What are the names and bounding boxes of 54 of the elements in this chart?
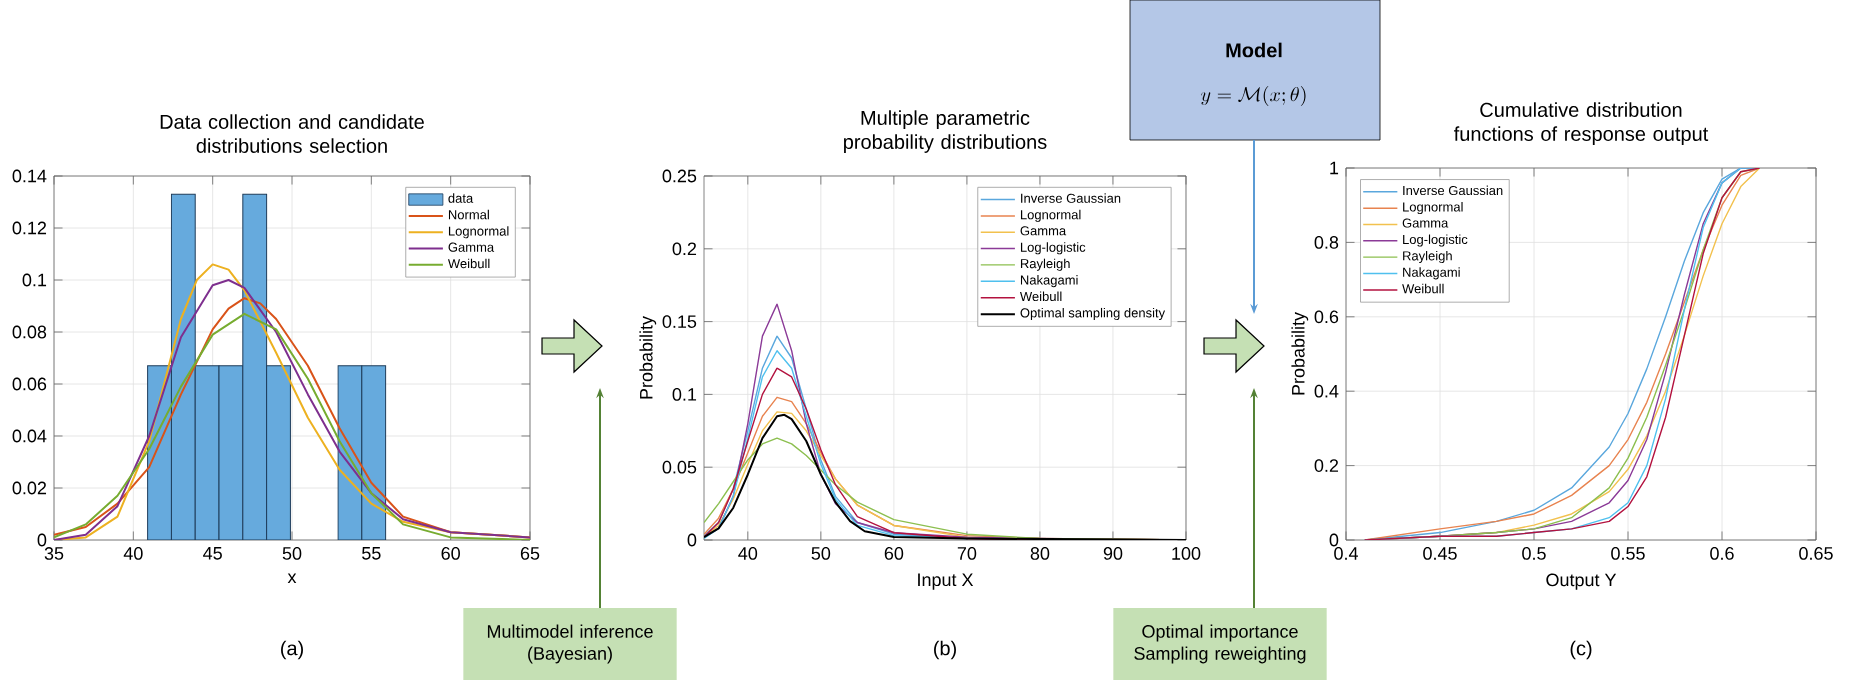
x-tick-label: 0.55 [1611,547,1645,560]
text: Model [1226,42,1282,58]
x-tick-label: 0.6 [1710,547,1734,560]
x-tick-label: 45 [203,547,222,560]
x-tick-label: 0.5 [1522,547,1546,560]
chart-title: Cumulative distribution functions of response output [1453,102,1709,145]
x-tick-label: 35 [44,547,64,560]
y-tick-label: 0.25 [662,169,697,183]
y-tick-label: 0.8 [1314,236,1339,249]
y-tick-label: 0.02 [12,481,47,495]
y-axis-title: Probability [639,316,657,399]
y-tick-label: 0.08 [12,325,47,339]
y-tick-label: 0.1 [22,273,47,287]
x-tick-label: 65 [520,547,540,560]
x-tick-label: 50 [282,547,302,560]
y-tick-label: 0.12 [12,221,47,235]
x-axis-title: x [287,573,297,584]
y-tick-label: 0 [37,533,47,547]
text: (b) [934,640,956,660]
x-tick-label: 0.65 [1799,547,1833,560]
y-axis-title: Probability [1291,312,1309,395]
x-tick-label: 50 [811,547,831,560]
x-tick-label: 55 [362,547,381,560]
y-tick-label: 0.05 [662,460,697,474]
text: (c) [1570,640,1592,660]
y-tick-label: 0.6 [1314,310,1339,324]
y-tick-label: 0.15 [662,315,697,328]
y-tick-label: 0 [687,533,697,547]
x-tick-label: 60 [884,547,904,560]
y-tick-label: 0 [1329,533,1339,547]
x-tick-label: 40 [738,547,758,560]
x-tick-label: 80 [1030,547,1050,560]
y-tick-label: 0.06 [12,377,47,391]
y-tick-label: 0.4 [1314,384,1339,398]
x-tick-label: 70 [957,547,977,560]
text: Multimodel inference (Bayesian) [487,624,653,664]
y-tick-label: 0.2 [1314,459,1339,472]
chart-title: Data collection and candidate distributions selection [160,114,424,153]
text: $y = \mathcal{M}(x;\theta)$ [1201,85,1306,107]
chart-title: Multiple parametric probability distributions [844,110,1047,153]
y-tick-label: 0.1 [672,388,697,401]
x-tick-label: 40 [123,547,143,560]
x-tick-label: 100 [1172,547,1201,560]
y-tick-label: 0.04 [12,429,47,443]
y-tick-label: 0.14 [12,169,47,183]
text: Optimal importance Sampling reweighting [1134,624,1306,664]
y-tick-label: 1 [1330,161,1339,175]
y-tick-label: 0.2 [672,242,697,256]
x-axis-title: Input X [918,573,974,590]
x-tick-label: 90 [1103,547,1123,560]
text: (a) [281,640,303,660]
x-axis-title: Output Y [1546,573,1617,590]
x-tick-label: 60 [441,547,460,560]
x-tick-label: 0.45 [1423,547,1457,560]
